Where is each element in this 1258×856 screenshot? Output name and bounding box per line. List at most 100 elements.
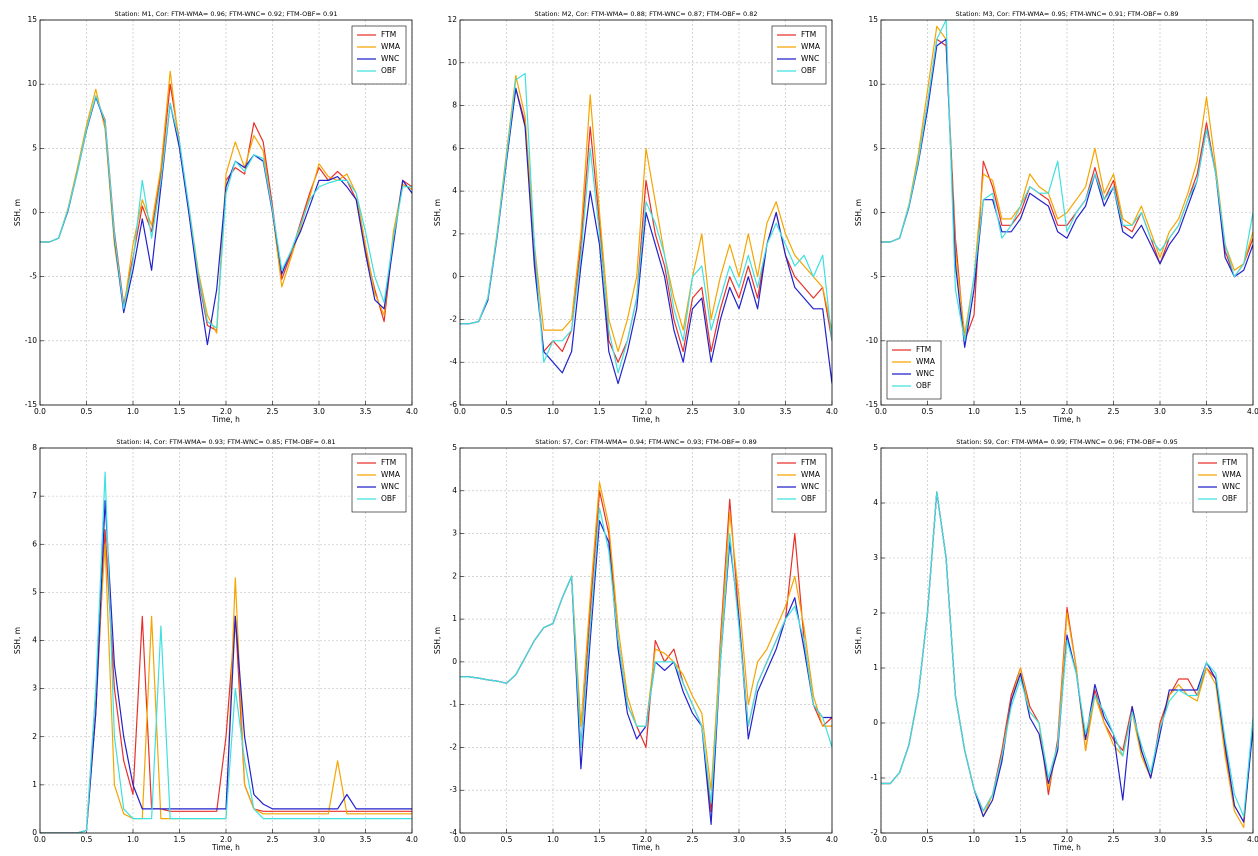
x-tick-label: 3.0: [1154, 407, 1166, 416]
legend-label: WMA: [801, 42, 821, 51]
y-tick-label: -4: [450, 828, 458, 837]
x-tick-label: 0.5: [501, 835, 513, 844]
legend-label: FTM: [916, 345, 931, 354]
y-tick-label: 5: [32, 587, 37, 596]
y-tick-label: -2: [450, 742, 458, 751]
plot-lines: [460, 72, 832, 385]
x-tick-label: 2.0: [640, 835, 652, 844]
y-tick-label: -2: [871, 828, 879, 837]
plot-frame: [880, 447, 1254, 834]
plot-lines: [40, 70, 412, 346]
y-axis-label: SSH, m: [13, 199, 22, 226]
y-tick-label: 1: [452, 614, 457, 623]
y-tick-label: -4: [450, 357, 458, 366]
x-axis-label: Time, h: [1052, 415, 1081, 424]
y-tick-label: 8: [452, 101, 457, 110]
y-tick-label: 2: [452, 571, 457, 580]
x-tick-label: 1.5: [1015, 407, 1027, 416]
x-axis-label: Time, h: [1052, 843, 1081, 852]
y-tick-label: 0: [873, 208, 878, 217]
legend: FTM WMA WNC OBF: [771, 453, 827, 513]
plot-frame: [459, 447, 833, 834]
chart-title: Station: M3, Cor: FTM-WMA= 0.95; FTM-WNC…: [956, 10, 1179, 18]
y-tick-label: 2: [873, 608, 878, 617]
chart-title: Station: S9, Cor: FTM-WMA= 0.99; FTM-WNC…: [956, 438, 1177, 446]
y-tick-label: 5: [873, 443, 878, 452]
y-tick-label: 5: [32, 143, 37, 152]
chart-title: Station: M2, Cor: FTM-WMA= 0.88; FTM-WNC…: [535, 10, 758, 18]
y-tick-label: 0: [452, 272, 457, 281]
y-tick-label: -5: [871, 272, 879, 281]
series-line: [881, 20, 1253, 342]
x-tick-label: 0.0: [34, 835, 46, 844]
legend-label: WNC: [801, 482, 819, 491]
legend-label: OBF: [381, 494, 396, 503]
x-tick-label: 4.0: [406, 835, 418, 844]
y-tick-label: 12: [447, 15, 457, 24]
y-tick-label: 10: [447, 58, 457, 67]
y-tick-label: 5: [452, 443, 457, 452]
series-line: [40, 95, 412, 329]
x-tick-label: 2.5: [267, 835, 279, 844]
x-tick-label: 2.0: [1061, 407, 1073, 416]
plot-frame: [880, 19, 1254, 406]
x-tick-label: 0.0: [34, 407, 46, 416]
legend-label: WMA: [916, 357, 936, 366]
x-tick-label: 1.0: [968, 407, 980, 416]
y-tick-label: 1: [873, 663, 878, 672]
y-tick-label: -10: [866, 336, 878, 345]
series-line: [40, 471, 412, 833]
x-tick-label: 1.5: [594, 407, 606, 416]
x-tick-label: 3.5: [360, 407, 372, 416]
legend-label: WMA: [381, 42, 401, 51]
legend-box: [1192, 453, 1248, 513]
legend-label: OBF: [801, 494, 816, 503]
subplot: Station: S7, Cor: FTM-WMA= 0.94; FTM-WNC…: [433, 438, 838, 852]
x-tick-label: 2.0: [220, 835, 232, 844]
legend-box: [886, 340, 942, 400]
legend-box: [771, 25, 827, 85]
x-tick-label: 0.5: [501, 407, 513, 416]
series-line: [40, 500, 412, 833]
series-line: [881, 38, 1253, 342]
x-tick-label: 4.0: [826, 407, 838, 416]
x-tick-label: 2.0: [640, 407, 652, 416]
legend-label: WMA: [381, 470, 401, 479]
x-tick-label: 3.5: [1201, 407, 1213, 416]
y-tick-label: 4: [32, 636, 37, 645]
x-tick-label: 1.5: [1015, 835, 1027, 844]
x-tick-label: 1.5: [594, 835, 606, 844]
x-tick-label: 0.0: [454, 407, 466, 416]
legend-label: FTM: [381, 30, 396, 39]
x-tick-label: 3.5: [360, 835, 372, 844]
x-tick-label: 2.5: [1108, 835, 1120, 844]
x-tick-label: 1.0: [547, 407, 559, 416]
x-tick-label: 2.5: [1108, 407, 1120, 416]
x-tick-label: 3.0: [313, 407, 325, 416]
x-tick-label: 0.5: [81, 835, 93, 844]
y-tick-label: 0: [32, 828, 37, 837]
series-line: [460, 87, 832, 385]
y-tick-label: 7: [32, 491, 37, 500]
x-tick-label: 1.0: [968, 835, 980, 844]
legend-label: FTM: [801, 458, 816, 467]
y-tick-label: 5: [873, 143, 878, 152]
chart-title: Station: M1, Cor: FTM-WMA= 0.96; FTM-WNC…: [115, 10, 338, 18]
y-tick-label: 2: [452, 229, 457, 238]
y-tick-label: -15: [25, 400, 37, 409]
legend-label: WNC: [916, 369, 934, 378]
legend-box: [351, 25, 407, 85]
y-tick-label: 6: [32, 539, 37, 548]
plot-lines: [881, 20, 1253, 348]
legend-label: WNC: [1222, 482, 1240, 491]
legend-label: WMA: [801, 470, 821, 479]
x-tick-label: 2.0: [1061, 835, 1073, 844]
series-line: [881, 25, 1253, 335]
series-line: [881, 38, 1253, 348]
subplot: Station: M1, Cor: FTM-WMA= 0.96; FTM-WNC…: [13, 10, 418, 424]
legend: FTM WMA WNC OBF: [886, 340, 942, 400]
y-tick-label: 4: [873, 498, 878, 507]
y-tick-label: -6: [450, 400, 458, 409]
x-tick-label: 2.5: [267, 407, 279, 416]
legend-label: OBF: [1222, 494, 1237, 503]
